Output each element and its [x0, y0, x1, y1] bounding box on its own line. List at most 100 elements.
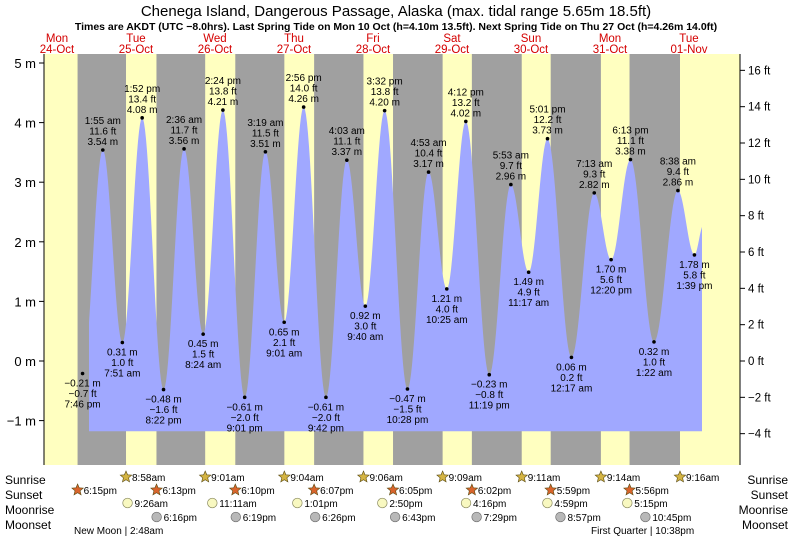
row-label-moonset: Moonset [5, 518, 52, 532]
sunset-icon [386, 483, 400, 496]
day-name: Mon [46, 33, 68, 45]
tide-time: 4:03 am [329, 126, 365, 137]
day-name: Sun [521, 33, 541, 45]
row-label-sunset-right: Sunset [751, 488, 789, 502]
tide-point [363, 304, 368, 308]
tide-ft: 12.2 ft [534, 115, 562, 126]
ft-tick-label: 14 ft [748, 102, 771, 114]
day-headers: Mon24-OctTue25-OctWed26-OctThu27-OctFri2… [40, 33, 708, 56]
ft-tick-label: 8 ft [748, 211, 765, 223]
day-name: Tue [126, 33, 145, 45]
tide-time: 2:36 am [166, 115, 202, 126]
moonrise-icon [207, 497, 218, 509]
sunset-time: 6:02pm [478, 486, 511, 497]
sunrise-time: 9:06am [369, 473, 402, 484]
tide-m: 3.38 m [615, 147, 646, 158]
moonrise-time: 4:59pm [554, 499, 587, 510]
tide-time: 1:55 am [85, 116, 121, 127]
moonrise-time: 2:50pm [389, 499, 422, 510]
sunset-icon [465, 483, 479, 496]
tide-ft: 5.8 ft [683, 270, 705, 281]
sunset-time: 6:07pm [320, 486, 353, 497]
sunrise-time: 8:58am [132, 473, 165, 484]
sunrise-icon [515, 470, 529, 483]
tide-m: 4.08 m [127, 105, 158, 116]
daylight-band [44, 54, 78, 465]
moonset-time: 8:57pm [567, 513, 600, 524]
tide-point [509, 182, 513, 187]
tide-ft: −0.8 ft [475, 390, 503, 401]
tide-time: 4:53 am [411, 138, 447, 149]
moonrise-icon [622, 497, 633, 509]
tide-point [592, 191, 597, 195]
tide-point [609, 257, 613, 262]
ft-tick-label: −2 ft [748, 392, 772, 404]
row-label-moonrise-right: Moonrise [739, 503, 789, 517]
moonset-time: 6:19pm [243, 513, 276, 524]
sunrise-icon [356, 470, 370, 483]
tide-time: 12:17 am [551, 383, 593, 394]
row-label-sunrise-right: Sunrise [747, 473, 788, 487]
tide-ft: 2.1 ft [273, 338, 295, 349]
sunrise-time: 9:09am [449, 473, 482, 484]
day-name: Wed [203, 33, 226, 45]
tide-ft: 11.1 ft [617, 136, 644, 147]
tide-ft: −2.0 ft [312, 413, 340, 424]
tide-point [324, 395, 328, 400]
ft-tick-label: 2 ft [748, 320, 765, 332]
first-quarter-note: First Quarter | 10:38pm [591, 526, 694, 537]
tide-m: 0.32 m [639, 347, 670, 358]
moonset-time: 6:43pm [402, 513, 435, 524]
tide-point [652, 340, 656, 344]
tide-m: 2.82 m [579, 180, 610, 191]
tide-time: 7:51 am [104, 369, 140, 380]
day-date: 26-Oct [198, 44, 233, 56]
tide-time: 9:01 am [266, 348, 302, 359]
tide-m: 4.20 m [369, 98, 400, 109]
m-tick-label: 4 m [14, 116, 36, 131]
moonrise-icon [292, 497, 303, 509]
tide-time: 11:19 pm [469, 401, 510, 412]
moonset-time: 6:16pm [164, 513, 197, 524]
tide-m: 1.78 m [679, 260, 710, 271]
tide-time: 2:56 pm [286, 73, 322, 84]
m-tick-label: 3 m [14, 175, 36, 190]
ft-tick-label: 16 ft [748, 65, 771, 77]
tide-ft: 4.9 ft [518, 288, 540, 299]
sunrise-time: 9:11am [528, 473, 561, 484]
moonrise-time: 4:16pm [473, 499, 506, 510]
sunrise-time: 9:04am [290, 473, 323, 484]
moonset-icon [389, 511, 401, 523]
tide-m: −0.21 m [64, 379, 100, 390]
tide-time: 2:24 pm [205, 76, 241, 87]
tide-m: 0.92 m [350, 311, 381, 322]
day-name: Tue [679, 33, 698, 45]
ft-tick-label: −4 ft [748, 429, 772, 441]
day-name: Thu [284, 33, 304, 45]
sunrise-time: 9:16am [686, 473, 719, 484]
sunset-time: 5:59pm [557, 486, 590, 497]
tide-point [628, 157, 633, 162]
tide-point [382, 108, 387, 113]
moonrise-time: 9:26am [135, 499, 168, 510]
ft-tick-label: 6 ft [748, 247, 765, 259]
tide-area-fill [89, 107, 702, 432]
tide-ft: 11.5 ft [252, 128, 279, 139]
tide-m: 4.26 m [288, 94, 319, 105]
sunrise-icon [594, 470, 608, 483]
tide-m: 0.31 m [107, 348, 138, 359]
tide-m: 2.96 m [496, 172, 527, 183]
moonrise-icon [122, 497, 133, 509]
m-tick-label: 1 m [14, 294, 36, 309]
tide-time: 12:20 pm [590, 286, 632, 297]
tide-ft: −1.6 ft [150, 405, 178, 416]
tide-ft: 3.0 ft [354, 322, 376, 333]
ft-tick-label: 12 ft [748, 138, 771, 150]
tide-point [444, 287, 449, 291]
ft-tick-label: 4 ft [748, 283, 765, 295]
sunset-icon [228, 483, 242, 496]
tide-ft: 1.0 ft [111, 358, 133, 369]
